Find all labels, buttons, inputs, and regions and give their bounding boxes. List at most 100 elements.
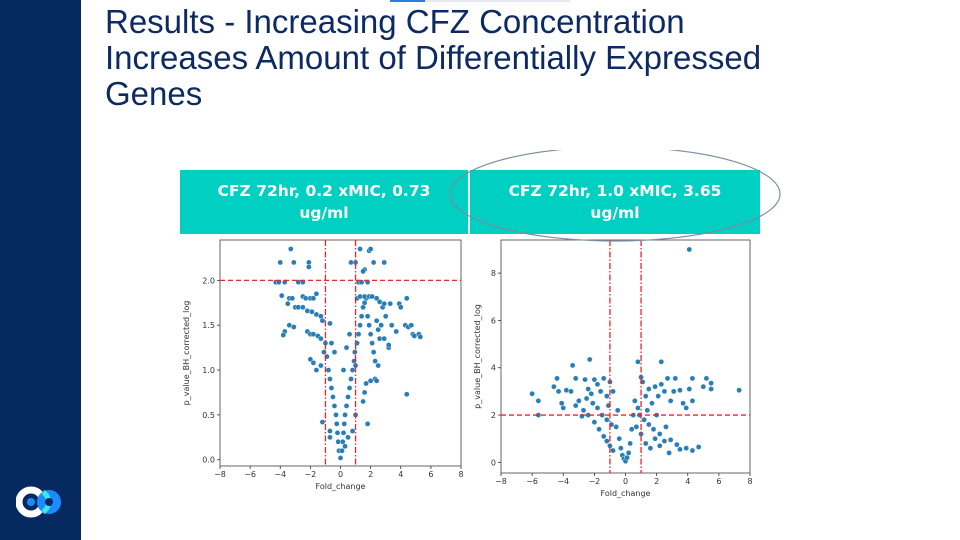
data-point xyxy=(291,324,297,330)
data-point xyxy=(689,398,696,404)
data-point xyxy=(331,349,338,355)
panel-header-line: CFZ 72hr, 1.0 xMIC, 3.65 xyxy=(508,182,722,200)
data-point xyxy=(381,259,387,266)
data-point xyxy=(650,426,657,433)
data-point xyxy=(360,268,366,275)
company-logo-icon xyxy=(16,486,61,518)
title-line: Results - Increasing CFZ Concentration xyxy=(105,3,685,40)
data-point xyxy=(331,403,338,409)
x-tick-label: −4 xyxy=(274,470,286,479)
data-point xyxy=(591,376,598,383)
data-point xyxy=(393,328,400,335)
data-point xyxy=(370,259,377,266)
data-point xyxy=(349,428,356,434)
data-point xyxy=(689,375,696,382)
data-point xyxy=(388,322,395,328)
data-point xyxy=(307,356,314,363)
y-tick-label: 0.0 xyxy=(202,456,215,465)
data-point xyxy=(387,300,394,307)
data-point xyxy=(674,441,680,448)
data-point xyxy=(357,246,363,252)
data-point xyxy=(642,393,649,399)
data-point xyxy=(309,308,315,315)
data-point xyxy=(563,387,570,394)
data-point xyxy=(327,320,333,327)
data-point xyxy=(708,380,714,386)
y-tick-label: 0 xyxy=(491,458,496,467)
y-tick-label: 4 xyxy=(491,364,496,373)
data-point xyxy=(408,322,415,328)
data-point xyxy=(683,405,689,411)
data-point xyxy=(382,313,389,320)
data-point xyxy=(360,398,366,405)
data-point xyxy=(375,326,381,333)
x-tick-label: 2 xyxy=(368,470,373,479)
data-point xyxy=(321,349,327,355)
data-point xyxy=(646,421,652,428)
data-point xyxy=(369,340,375,346)
data-point xyxy=(403,391,410,398)
data-point xyxy=(658,381,665,388)
y-tick-label: 0.5 xyxy=(202,411,215,420)
data-point xyxy=(666,450,672,456)
data-point xyxy=(625,450,632,456)
data-point xyxy=(686,246,693,253)
data-point xyxy=(313,291,320,297)
data-point xyxy=(596,426,602,433)
x-tick-label: −2 xyxy=(304,470,316,479)
x-tick-label: 6 xyxy=(428,470,433,479)
data-point xyxy=(618,445,624,451)
data-point xyxy=(610,388,616,395)
data-point xyxy=(680,400,686,407)
data-point xyxy=(328,385,335,391)
data-point xyxy=(304,308,311,314)
data-point xyxy=(349,367,356,373)
data-point xyxy=(366,322,372,328)
data-point xyxy=(334,430,341,436)
data-point xyxy=(339,447,345,454)
data-point xyxy=(572,375,579,382)
x-tick-label: 0 xyxy=(623,477,628,486)
data-point xyxy=(604,438,610,444)
data-point xyxy=(397,304,404,311)
data-point xyxy=(652,383,658,390)
y-tick-label: 1.5 xyxy=(202,321,215,330)
slide-progress-segment xyxy=(390,0,425,2)
data-point xyxy=(624,454,630,461)
data-point xyxy=(677,387,683,394)
data-point xyxy=(604,416,610,423)
data-point xyxy=(591,419,598,425)
x-tick-label: −6 xyxy=(244,470,256,479)
data-point xyxy=(361,389,368,396)
data-point xyxy=(677,446,683,453)
data-point xyxy=(555,388,562,395)
sidebar-band xyxy=(0,0,81,540)
data-point xyxy=(363,380,369,387)
data-point xyxy=(373,295,380,302)
data-point xyxy=(367,378,374,384)
data-point xyxy=(736,387,742,394)
data-point xyxy=(284,300,291,307)
plot-frame xyxy=(500,239,751,474)
data-point xyxy=(590,400,596,407)
data-point xyxy=(658,359,665,365)
data-point xyxy=(313,367,320,373)
data-point xyxy=(616,435,623,442)
data-point xyxy=(364,421,371,427)
x-tick-label: 6 xyxy=(716,477,721,486)
data-point xyxy=(373,317,380,324)
data-point xyxy=(327,434,333,441)
data-point xyxy=(585,386,591,392)
data-point xyxy=(582,376,588,383)
data-point xyxy=(614,407,621,414)
data-point xyxy=(373,378,380,384)
data-point xyxy=(375,362,381,369)
y-tick-label: 1.0 xyxy=(202,366,215,375)
data-point xyxy=(300,304,306,311)
data-point xyxy=(318,335,324,342)
data-point xyxy=(594,381,601,388)
scatter-points xyxy=(529,246,742,464)
data-point xyxy=(280,332,287,338)
x-tick-label: −8 xyxy=(495,477,507,486)
data-point xyxy=(346,385,353,391)
